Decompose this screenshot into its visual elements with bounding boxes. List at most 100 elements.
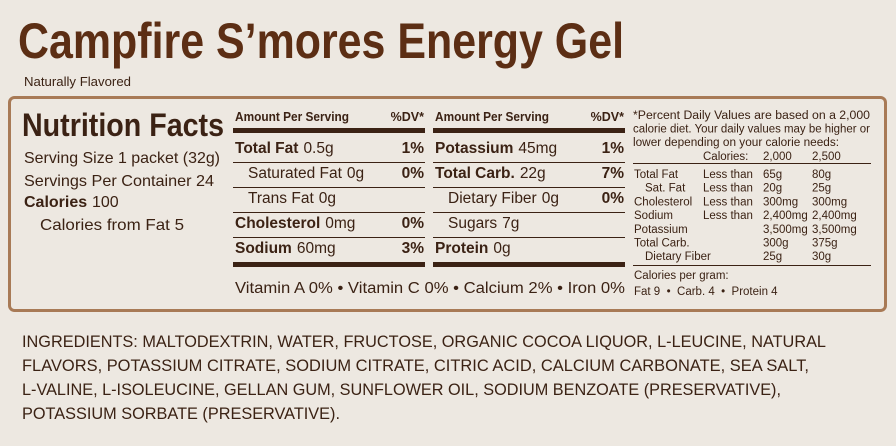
column-header: Amount Per Serving xyxy=(435,110,549,124)
nutrient-row: Protein 0g xyxy=(435,240,511,257)
nutrient-amount: 0g xyxy=(493,240,510,257)
nutrient-row: Cholesterol 0mg xyxy=(235,215,355,232)
footnote-value: 375g xyxy=(812,238,838,250)
rule xyxy=(433,237,625,238)
nutrient-name: Trans Fat xyxy=(248,190,314,207)
nutrient-amount: 0g xyxy=(319,190,336,207)
rule xyxy=(433,212,625,213)
nutrient-row: Total Fat 0.5g xyxy=(235,140,334,157)
ingredients-line: L-VALINE, L-ISOLEUCINE, GELLAN GUM, SUNF… xyxy=(22,381,781,399)
nutrient-dv: 1% xyxy=(402,140,425,157)
footnote-value: 20g xyxy=(763,183,782,195)
servings: Servings Per Container 24 xyxy=(24,173,214,190)
serving-size: Serving Size 1 packet (32g) xyxy=(24,150,220,167)
rule xyxy=(233,237,425,238)
nutrient-name: Potassium xyxy=(435,140,513,157)
rule xyxy=(233,162,425,163)
footnote-column: 2,000 xyxy=(763,151,792,163)
nutrient-name: Total Fat xyxy=(235,140,298,157)
rule xyxy=(433,162,625,163)
calories-label: Calories xyxy=(24,194,87,211)
nutrient-amount: 45mg xyxy=(518,140,557,157)
calories-from-fat: Calories from Fat 5 xyxy=(40,217,184,234)
footnote-limit: Less than xyxy=(703,210,753,222)
footnote-limit: Less than xyxy=(703,196,753,208)
nutrient-amount: 0g xyxy=(542,190,559,207)
footnote-value: 300mg xyxy=(812,196,847,208)
footnote-value: 30g xyxy=(812,251,831,263)
nutrient-row: Saturated Fat 0g xyxy=(248,165,364,182)
product-title: Campfire S’mores Energy Gel xyxy=(18,13,624,69)
nutrient-name: Saturated Fat xyxy=(248,165,343,182)
footnote-name: Dietary Fiber xyxy=(645,251,711,263)
per-gram: Fat 9 • Carb. 4 • Protein 4 xyxy=(634,286,778,298)
ingredients-line: FLAVORS, POTASSIUM CITRATE, SODIUM CITRA… xyxy=(22,357,809,375)
footnote-limit: Less than xyxy=(703,169,753,181)
nutrient-name: Protein xyxy=(435,240,488,257)
footnote-value: 3,500mg xyxy=(812,224,857,236)
rule xyxy=(433,128,625,133)
footnote-line: *Percent Daily Values are based on a 2,0… xyxy=(633,110,870,122)
nutrient-amount: 22g xyxy=(520,165,546,182)
footnote-column: 2,500 xyxy=(812,151,841,163)
nutrient-row: Sugars 7g xyxy=(448,215,519,232)
footnote-value: 80g xyxy=(812,169,831,181)
nutrient-row: Sodium 60mg xyxy=(235,240,336,257)
nutrient-name: Cholesterol xyxy=(235,215,320,232)
per-gram-title: Calories per gram: xyxy=(634,270,729,282)
nutrient-name: Sodium xyxy=(235,240,292,257)
rule xyxy=(433,262,625,267)
footnote-value: 2,400mg xyxy=(763,210,808,222)
footnote-value: 65g xyxy=(763,169,782,181)
nutrient-dv: 3% xyxy=(402,240,425,257)
footnote-limit: Less than xyxy=(703,183,753,195)
rule xyxy=(233,187,425,188)
footnote-value: 3,500mg xyxy=(763,224,808,236)
rule xyxy=(633,265,871,266)
nutrient-row: Total Carb. 22g xyxy=(435,165,546,182)
nutrient-row: Potassium 45mg xyxy=(435,140,557,157)
nutrient-dv: 0% xyxy=(402,165,425,182)
nutrient-dv: 7% xyxy=(602,165,625,182)
rule xyxy=(633,163,871,164)
footnote-name: Total Carb. xyxy=(634,238,690,250)
footnote-name: Sodium xyxy=(634,210,673,222)
nutrient-row: Trans Fat 0g xyxy=(248,190,336,207)
ingredients-line: INGREDIENTS: MALTODEXTRIN, WATER, FRUCTO… xyxy=(22,333,826,351)
column-header: %DV* xyxy=(591,110,624,124)
footnote-name: Potassium xyxy=(634,224,688,236)
facts-title: Nutrition Facts xyxy=(22,107,224,143)
rule xyxy=(233,262,425,267)
subtitle: Naturally Flavored xyxy=(24,74,131,89)
content: Amount Per Serving %DV* Total Fat 0.5g 1% Sat… xyxy=(22,110,870,423)
footnote-value: 300g xyxy=(763,238,789,250)
vitamins: Vitamin A 0% • Vitamin C 0% • Calcium 2%… xyxy=(235,280,625,297)
footnote-name: Cholesterol xyxy=(634,196,692,208)
rule xyxy=(233,128,425,133)
footnote-value: 25g xyxy=(812,183,831,195)
column-header: %DV* xyxy=(391,110,424,124)
nutrient-row: Dietary Fiber 0g xyxy=(448,190,559,207)
footnote-value: 2,400mg xyxy=(812,210,857,222)
nutrient-name: Total Carb. xyxy=(435,165,515,182)
nutrient-name: Dietary Fiber xyxy=(448,190,537,207)
nutrient-dv: 0% xyxy=(402,215,425,232)
table-rules xyxy=(233,128,871,267)
calories-value: 100 xyxy=(92,194,119,211)
footnote-line: lower depending on your calorie needs: xyxy=(633,137,839,149)
ingredients-line: POTASSIUM SORBATE (PRESERVATIVE). xyxy=(22,405,340,423)
nutrient-amount: 60mg xyxy=(297,240,336,257)
footnote-column: Calories: xyxy=(703,151,748,163)
footnote-name: Sat. Fat xyxy=(645,183,686,195)
column-header: Amount Per Serving xyxy=(235,110,349,124)
rule xyxy=(433,187,625,188)
nutrient-amount: 0g xyxy=(347,165,364,182)
rule xyxy=(233,212,425,213)
footnote-line: calorie diet. Your daily values may be h… xyxy=(633,124,870,136)
footnote-name: Total Fat xyxy=(634,169,679,181)
nutrient-amount: 7g xyxy=(502,215,519,232)
nutrient-amount: 0mg xyxy=(325,215,355,232)
